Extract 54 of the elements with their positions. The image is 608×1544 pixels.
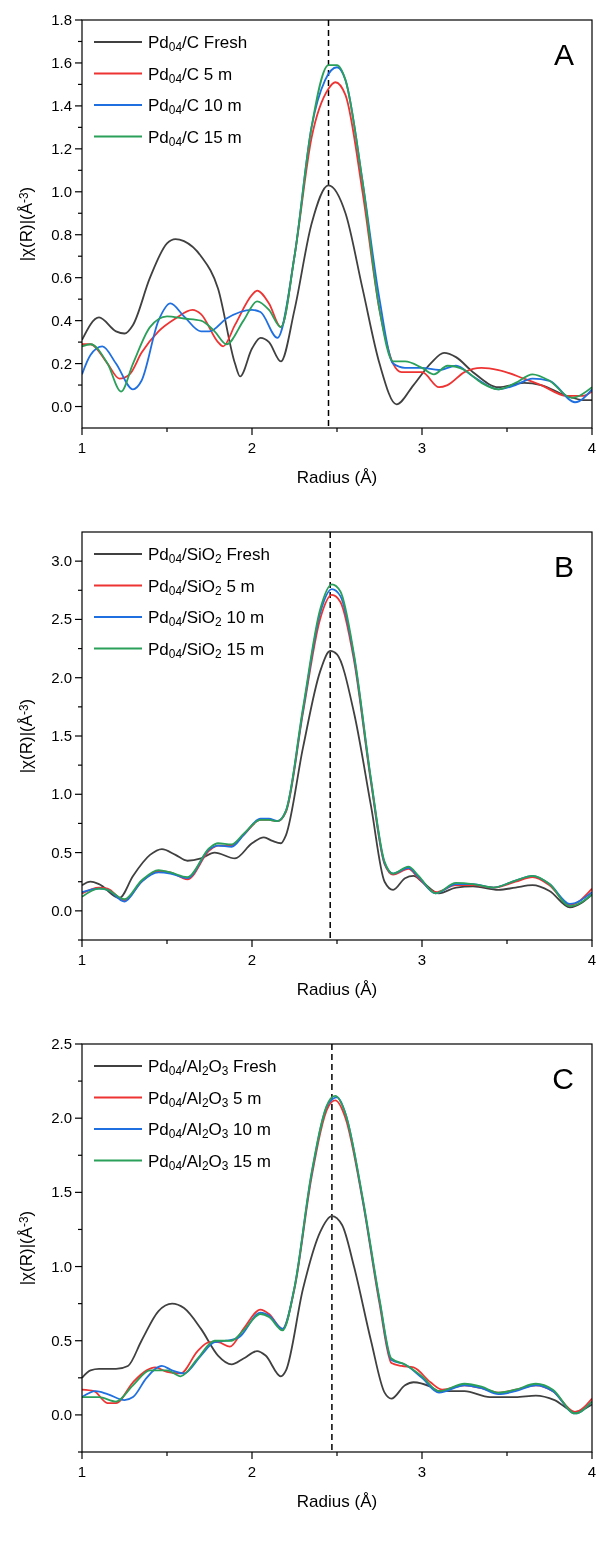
y-tick-label: 1.0 [51,785,72,803]
y-tick-label: 3.0 [51,552,72,570]
annotation: C [552,1062,574,1095]
y-tick-label: 1.5 [51,1183,72,1201]
x-tick-label: 1 [77,1463,87,1480]
y-tick-label: 0.2 [51,354,72,372]
x-tick-label: 2 [247,1463,257,1480]
y-tick-label: 0.8 [51,225,72,243]
legend-label: Pd$_{04}$/C 10 m [148,96,242,117]
x-axis-title: Radius (Å) [296,980,378,999]
legend-label: Pd$_{04}$/C 15 m [148,127,242,149]
legend-label: Pd$_{04}$/SiO$_{2}$ 15 m [148,639,265,661]
x-tick-label: 4 [587,1463,597,1480]
line-series [82,184,592,406]
legend-label: Pd$_{04}$/Al$_{2}$O$_{3}$ Fresh [148,1057,277,1078]
x-tick-label: 3 [417,951,427,968]
x-tick-label: 4 [587,439,597,456]
legend-label: Pd$_{04}$/SiO$_{2}$ 5 m [148,576,255,598]
x-tick-label: 2 [247,439,257,456]
y-tick-label: 1.8 [51,11,72,28]
y-tick-label: 1.2 [51,139,72,157]
y-tick-label: 2.0 [51,668,72,686]
y-tick-label: 0.0 [51,901,72,919]
x-tick-label: 3 [417,439,427,456]
annotation: A [553,38,574,71]
x-tick-label: 2 [247,951,257,968]
legend-label: Pd$_{04}$/Al$_{2}$O$_{3}$ 5 m [148,1088,262,1110]
legend-label: Pd$_{04}$/SiO$_{2}$ Fresh [148,545,270,566]
y-tick-label: 1.4 [51,96,72,114]
x-tick-label: 1 [77,951,87,968]
x-tick-label: 3 [417,1463,427,1480]
y-tick-label: 2.5 [51,1035,72,1052]
y-tick-label: 0.5 [51,843,72,861]
y-tick-label: 2.0 [51,1109,72,1127]
y-tick-label: 0.4 [51,311,72,329]
y-tick-label: 0.0 [51,397,72,415]
x-tick-label: 4 [587,951,597,968]
y-tick-label: 1.5 [51,727,72,744]
x-tick-label: 1 [77,439,87,456]
y-tick-label: 0.0 [51,1405,72,1423]
y-tick-label: 0.5 [51,1331,72,1349]
x-axis-title: Radius (Å) [296,468,378,487]
legend-label: Pd$_{04}$/C 5 m [148,64,233,86]
x-axis-title: Radius (Å) [296,1492,378,1511]
y-tick-label: 1.6 [51,53,72,71]
legend-label: Pd$_{04}$/Al$_{2}$O$_{3}$ 15 m [148,1151,271,1173]
y-tick-label: 1.0 [51,1257,72,1275]
y-tick-label: 1.0 [51,182,72,200]
y-tick-label: 2.5 [51,610,72,628]
legend-label: Pd$_{04}$/Al$_{2}$O$_{3}$ 10 m [148,1120,271,1141]
legend-label: Pd$_{04}$/C Fresh [148,33,248,54]
y-tick-label: 0.6 [51,268,72,286]
legend-label: Pd$_{04}$/SiO$_{2}$ 10 m [148,608,265,629]
annotation: B [553,550,574,583]
